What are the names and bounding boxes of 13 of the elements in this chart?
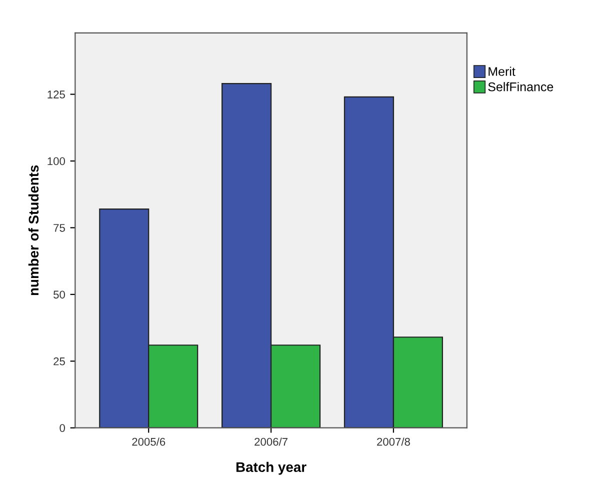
y-tick-label: 0 — [60, 424, 65, 432]
legend-label: SelfFinance — [488, 82, 554, 92]
legend-label: Merit — [488, 66, 516, 76]
y-tick-label: 50 — [54, 290, 65, 299]
x-tick-label: 2007/8 — [377, 438, 410, 446]
y-tick-label: 75 — [54, 224, 65, 232]
y-tick-label: 100 — [48, 157, 65, 166]
x-axis-title: Batch year — [236, 462, 306, 475]
y-tick-label: 25 — [54, 357, 65, 366]
x-tick-label: 2006/7 — [254, 438, 288, 446]
y-tick-label: 125 — [48, 90, 65, 98]
x-tick-label: 2005/6 — [132, 438, 166, 446]
y-axis-title: number of Students — [28, 165, 39, 296]
